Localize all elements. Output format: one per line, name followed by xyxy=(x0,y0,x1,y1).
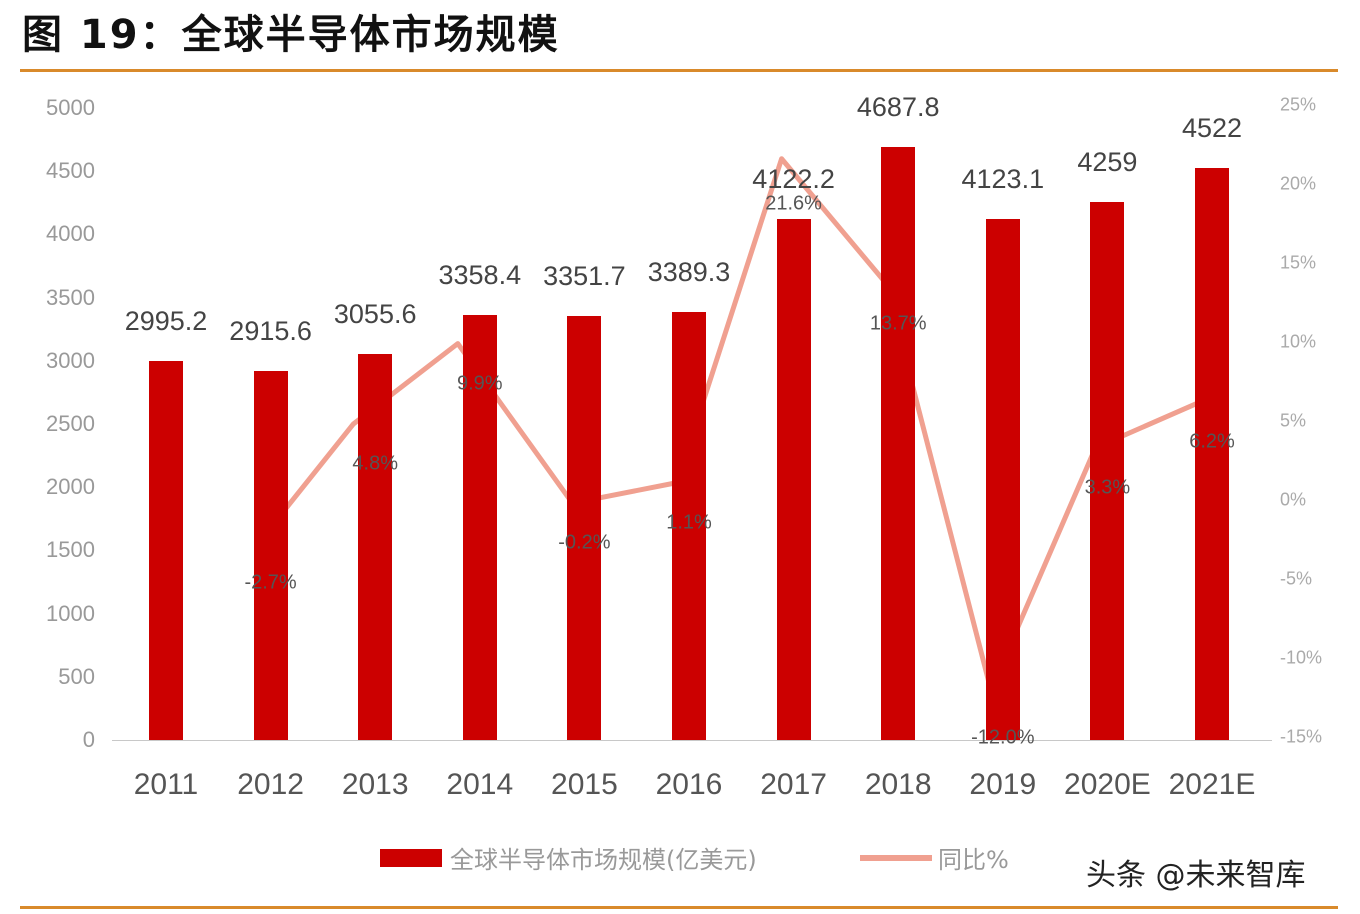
bar-value-label: 4687.8 xyxy=(856,92,940,123)
bar-2013 xyxy=(358,353,393,740)
left-axis-tick: 0 xyxy=(82,727,95,752)
yoy-value-label: -12.0% xyxy=(971,726,1035,749)
right-axis-tick: -15% xyxy=(1280,726,1323,747)
left-axis-tick: 4500 xyxy=(46,158,95,184)
legend-bar-item: 全球半导体市场规模(亿美元) xyxy=(380,840,757,875)
right-axis-tick: 0% xyxy=(1280,489,1307,510)
x-axis-label: 2014 xyxy=(446,768,514,801)
right-axis-tick: -10% xyxy=(1280,647,1323,668)
bar-2018 xyxy=(881,147,916,740)
right-axis-tick: 5% xyxy=(1280,410,1307,431)
bar-value-label: 3055.6 xyxy=(333,298,417,329)
legend-line-swatch xyxy=(860,854,932,861)
yoy-value-label: 9.9% xyxy=(457,372,503,395)
bar-value-label: 3351.7 xyxy=(543,261,626,292)
bar-2012 xyxy=(253,371,288,740)
bar-value-label: 2915.6 xyxy=(229,316,312,347)
yoy-value-label: 3.3% xyxy=(1084,476,1131,499)
yoy-value-label: -2.7% xyxy=(244,571,297,594)
left-axis-tick: 1000 xyxy=(46,600,95,626)
bar-2020E xyxy=(1090,201,1125,740)
bar-value-label: 2995.2 xyxy=(124,306,208,337)
yoy-value-label: 21.6% xyxy=(765,192,822,215)
x-axis-label: 2013 xyxy=(341,768,409,801)
bottom-rule xyxy=(20,906,1338,909)
yoy-value-label: 6.2% xyxy=(1189,430,1235,453)
bar-value-label: 3389.3 xyxy=(647,256,731,287)
left-axis-tick: 3000 xyxy=(46,347,95,373)
yoy-value-label: 1.1% xyxy=(666,511,712,534)
x-axis-label: 2019 xyxy=(969,768,1037,801)
bar-2011 xyxy=(149,361,183,740)
x-axis-label: 2015 xyxy=(551,768,618,801)
bar-value-label: 3358.4 xyxy=(438,260,522,291)
yoy-value-label: 13.7% xyxy=(869,312,927,335)
right-axis-tick: 10% xyxy=(1280,331,1317,352)
left-axis-tick: 2000 xyxy=(46,474,95,500)
yoy-value-label: -0.2% xyxy=(558,531,611,554)
legend-bar-swatch xyxy=(380,848,442,867)
bar-value-label: 4123.1 xyxy=(961,163,1045,194)
title-rule xyxy=(20,69,1338,72)
bar-value-label: 4522 xyxy=(1181,113,1243,144)
left-axis-tick: 1500 xyxy=(46,537,95,563)
left-axis-tick: 5000 xyxy=(46,95,95,120)
x-axis-label: 2017 xyxy=(760,768,827,801)
right-axis-tick: 25% xyxy=(1280,94,1317,115)
bar-value-label: 4122.2 xyxy=(752,163,835,194)
x-axis-label: 2011 xyxy=(133,768,199,801)
page-title: 图 19：全球半导体市场规模 xyxy=(22,12,560,58)
bar-2014 xyxy=(462,315,497,740)
x-axis-label: 2012 xyxy=(237,768,304,801)
x-axis-label: 2021E xyxy=(1168,768,1256,801)
left-axis-tick: 500 xyxy=(58,663,95,689)
left-axis-tick: 4000 xyxy=(46,221,95,247)
bar-2016 xyxy=(672,311,706,740)
legend-bar-label: 全球半导体市场规模(亿美元) xyxy=(450,846,757,874)
x-axis-line xyxy=(112,740,1272,741)
bar-2019 xyxy=(985,218,1020,740)
watermark: 头条 @未来智库 xyxy=(1086,858,1306,893)
legend-line-label: 同比% xyxy=(938,846,1009,874)
right-axis-tick: -5% xyxy=(1280,568,1313,589)
bar-value-label: 4259 xyxy=(1077,146,1138,177)
left-axis-tick: 3500 xyxy=(46,284,95,310)
right-axis-tick: 15% xyxy=(1280,252,1317,273)
x-axis-label: 2016 xyxy=(655,768,723,801)
x-axis-label: 2018 xyxy=(864,768,932,801)
x-axis-label: 2020E xyxy=(1064,768,1151,801)
legend-line-item: 同比% xyxy=(860,840,1009,875)
bar-2021E xyxy=(1195,168,1229,740)
bar-2017 xyxy=(776,218,811,740)
yoy-value-label: 4.8% xyxy=(352,452,398,475)
right-axis-tick: 20% xyxy=(1280,173,1317,194)
left-axis-tick: 2500 xyxy=(46,411,95,436)
bar-2015 xyxy=(567,316,602,740)
